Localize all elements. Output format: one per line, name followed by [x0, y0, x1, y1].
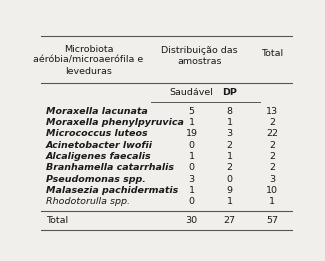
Text: 10: 10	[266, 186, 278, 195]
Text: Moraxella phenylpyruvica: Moraxella phenylpyruvica	[46, 118, 184, 127]
Text: Pseudomonas spp.: Pseudomonas spp.	[46, 175, 146, 184]
Text: 2: 2	[269, 118, 275, 127]
Text: 19: 19	[186, 129, 198, 138]
Text: 2: 2	[269, 152, 275, 161]
Text: Alcaligenes faecalis: Alcaligenes faecalis	[46, 152, 151, 161]
Text: 5: 5	[189, 106, 195, 116]
Text: 27: 27	[224, 216, 236, 225]
Text: 1: 1	[227, 152, 232, 161]
Text: DP: DP	[222, 88, 237, 97]
Text: Micrococcus luteos: Micrococcus luteos	[46, 129, 147, 138]
Text: Distribuição das
amostras: Distribuição das amostras	[161, 46, 238, 67]
Text: 9: 9	[227, 186, 232, 195]
Text: 30: 30	[186, 216, 198, 225]
Text: 0: 0	[189, 163, 195, 172]
Text: Microbiota
aéróbia/microaerófila e
leveduras: Microbiota aéróbia/microaerófila e leved…	[33, 45, 144, 76]
Text: 2: 2	[269, 141, 275, 150]
Text: 0: 0	[189, 141, 195, 150]
Text: 3: 3	[189, 175, 195, 184]
Text: Total: Total	[261, 49, 283, 58]
Text: 2: 2	[227, 141, 232, 150]
Text: Moraxella lacunata: Moraxella lacunata	[46, 106, 148, 116]
Text: 1: 1	[189, 152, 195, 161]
Text: 3: 3	[227, 129, 233, 138]
Text: 22: 22	[266, 129, 278, 138]
Text: 1: 1	[227, 197, 232, 206]
Text: Rhodotorulla spp.: Rhodotorulla spp.	[46, 197, 130, 206]
Text: 2: 2	[269, 163, 275, 172]
Text: Malasezia pachidermatis: Malasezia pachidermatis	[46, 186, 178, 195]
Text: 13: 13	[266, 106, 279, 116]
Text: 1: 1	[227, 118, 232, 127]
Text: 8: 8	[227, 106, 232, 116]
Text: 1: 1	[189, 118, 195, 127]
Text: 0: 0	[227, 175, 232, 184]
Text: Total: Total	[46, 216, 68, 225]
Text: 2: 2	[227, 163, 232, 172]
Text: 0: 0	[189, 197, 195, 206]
Text: Branhamella catarrhalis: Branhamella catarrhalis	[46, 163, 174, 172]
Text: 3: 3	[269, 175, 275, 184]
Text: Acinetobacter lwofii: Acinetobacter lwofii	[46, 141, 153, 150]
Text: Saudável: Saudável	[170, 88, 214, 97]
Text: 57: 57	[266, 216, 278, 225]
Text: 1: 1	[189, 186, 195, 195]
Text: 1: 1	[269, 197, 275, 206]
